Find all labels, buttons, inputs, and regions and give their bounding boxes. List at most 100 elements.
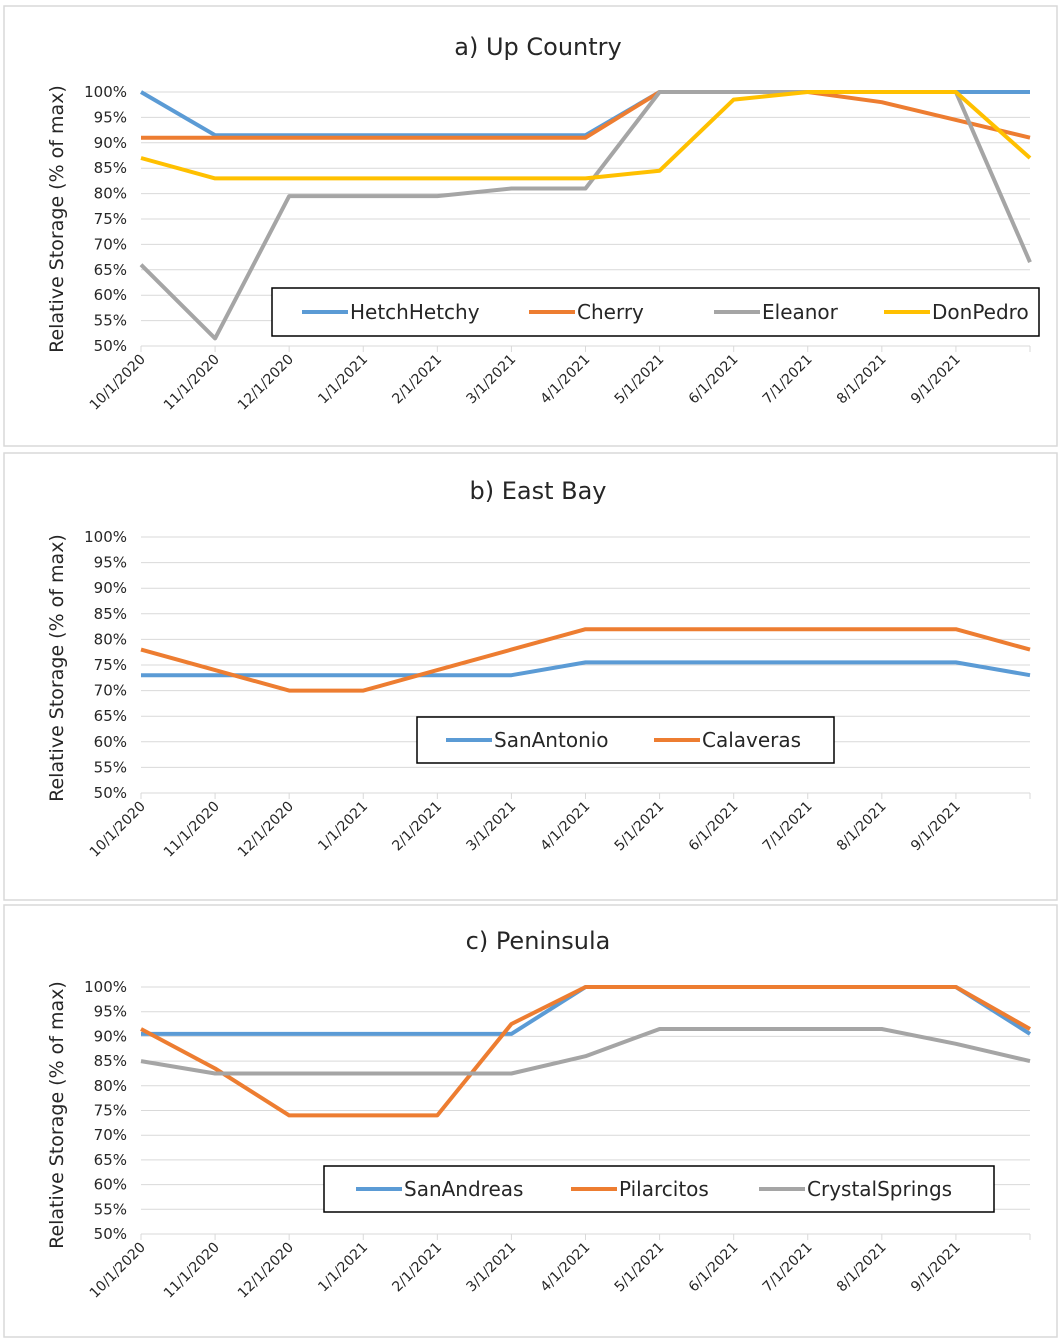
y-tick-label: 65% [94, 707, 127, 725]
panel-peninsula: c) Peninsula Relative Storage (% of max)… [3, 904, 1058, 1338]
legend: HetchHetchy Cherry Eleanor DonPedro [271, 287, 1040, 337]
y-tick-label: 100% [84, 83, 127, 101]
x-tick-label: 2/1/2021 [389, 352, 445, 408]
x-tick-label: 8/1/2021 [834, 799, 890, 855]
panel-east-bay: b) East Bay Relative Storage (% of max) … [3, 452, 1058, 901]
x-tick-label: 3/1/2021 [463, 799, 519, 855]
series-line-pilarcitos [140, 985, 1031, 1118]
y-axis-label: Relative Storage (% of max) [46, 85, 68, 353]
y-tick-label: 65% [94, 261, 127, 279]
x-tick-label: 2/1/2021 [389, 1240, 445, 1296]
y-tick-label: 75% [94, 210, 127, 228]
y-tick-label: 70% [94, 235, 127, 253]
legend-label: Eleanor [762, 300, 839, 324]
y-tick-label: 100% [84, 528, 127, 546]
x-tick-label: 6/1/2021 [686, 1240, 742, 1296]
y-tick-label: 60% [94, 286, 127, 304]
y-tick-label: 90% [94, 579, 127, 597]
x-tick-label: 2/1/2021 [389, 799, 445, 855]
chart-title: c) Peninsula [466, 927, 611, 955]
y-tick-label: 50% [94, 337, 127, 355]
legend: SanAntonio Calaveras [416, 716, 835, 764]
y-tick-label: 95% [94, 108, 127, 126]
legend-entry-donpedro: DonPedro [884, 300, 1029, 324]
series-lines [140, 627, 1031, 693]
x-tick-label: 5/1/2021 [612, 799, 668, 855]
series-line-calaveras [140, 627, 1031, 693]
legend-label: Pilarcitos [619, 1177, 709, 1201]
y-tick-label: 55% [94, 1200, 127, 1218]
legend-entry-sanandreas: SanAndreas [356, 1177, 523, 1201]
x-tick-label: 10/1/2020 [87, 1240, 149, 1302]
y-tick-label: 60% [94, 733, 127, 751]
y-tick-label: 75% [94, 656, 127, 674]
y-tick-label: 80% [94, 630, 127, 648]
y-tick-label: 75% [94, 1102, 127, 1120]
legend-label: Cherry [577, 300, 644, 324]
legend-items: SanAntonio Calaveras [446, 728, 801, 752]
series-lines [139, 90, 1032, 341]
x-tick-label: 6/1/2021 [686, 352, 742, 408]
legend-entry-cherry: Cherry [529, 300, 644, 324]
legend-entry-calaveras: Calaveras [654, 728, 801, 752]
x-tick-label: 1/1/2021 [315, 352, 371, 408]
y-tick-label: 50% [94, 1225, 127, 1243]
y-axis-label: Relative Storage (% of max) [46, 981, 68, 1249]
y-tick-label: 70% [94, 682, 127, 700]
series-line-crystalsprings [140, 1027, 1031, 1076]
x-tick-label: 8/1/2021 [834, 352, 890, 408]
series-line-sanantonio [141, 660, 1031, 678]
legend-label: Calaveras [702, 728, 801, 752]
panel-border [3, 5, 1058, 447]
x-tick-label: 11/1/2020 [161, 1240, 223, 1302]
legend-entry-eleanor: Eleanor [714, 300, 839, 324]
legend-label: CrystalSprings [807, 1177, 952, 1201]
x-tick-label: 10/1/2020 [87, 799, 149, 861]
series-line-sanandreas [141, 985, 1032, 1036]
panel-border [3, 904, 1058, 1338]
legend-items: HetchHetchy Cherry Eleanor DonPedro [302, 300, 1029, 324]
x-tick-label: 8/1/2021 [834, 1240, 890, 1296]
x-tick-label: 3/1/2021 [463, 352, 519, 408]
x-tick-label: 11/1/2020 [161, 352, 223, 414]
y-tick-label: 100% [84, 978, 127, 996]
y-tick-label: 55% [94, 312, 127, 330]
x-tick-label: 4/1/2021 [538, 352, 594, 408]
series-line-hetchhetchy [139, 90, 1030, 138]
x-tick-label: 6/1/2021 [686, 799, 742, 855]
y-tick-label: 95% [94, 1003, 127, 1021]
x-ticks: 10/1/2020 11/1/2020 12/1/2020 1/1/2021 2/1/2… [87, 793, 1031, 861]
chart-title: a) Up Country [454, 33, 621, 61]
y-tick-label: 80% [94, 1077, 127, 1095]
x-ticks: 10/1/2020 11/1/2020 12/1/2020 1/1/2021 2/1/2… [87, 346, 1031, 414]
y-tick-label: 70% [94, 1126, 127, 1144]
y-ticks: 50% 55% 60% 65% 70% 75% 80% 85% 90% 95% 100% [84, 978, 127, 1243]
x-tick-label: 3/1/2021 [463, 1240, 519, 1296]
y-tick-label: 65% [94, 1151, 127, 1169]
x-tick-label: 9/1/2021 [908, 352, 964, 408]
legend-entry-crystalsprings: CrystalSprings [759, 1177, 952, 1201]
series-lines [140, 985, 1032, 1118]
chart-title: b) East Bay [469, 477, 606, 505]
y-tick-label: 90% [94, 134, 127, 152]
x-tick-label: 4/1/2021 [538, 799, 594, 855]
panel-border [3, 452, 1058, 901]
x-tick-label: 5/1/2021 [612, 1240, 668, 1296]
x-tick-label: 7/1/2021 [760, 799, 816, 855]
panel-up-country: a) Up Country Relative Storage (% of max… [3, 5, 1058, 447]
x-tick-label: 7/1/2021 [760, 352, 816, 408]
legend-entry-hetchhetchy: HetchHetchy [302, 300, 480, 324]
legend-box [323, 1165, 995, 1213]
legend: SanAndreas Pilarcitos CrystalSprings [323, 1165, 995, 1213]
y-tick-label: 60% [94, 1176, 127, 1194]
x-tick-label: 9/1/2021 [908, 799, 964, 855]
x-tick-label: 10/1/2020 [87, 352, 149, 414]
y-tick-label: 55% [94, 758, 127, 776]
series-line-cherry [141, 90, 1031, 140]
x-ticks: 10/1/2020 11/1/2020 12/1/2020 1/1/2021 2/1/2… [87, 1234, 1031, 1302]
legend-items: SanAndreas Pilarcitos CrystalSprings [356, 1177, 952, 1201]
x-tick-label: 4/1/2021 [538, 1240, 594, 1296]
y-tick-label: 85% [94, 159, 127, 177]
y-tick-label: 50% [94, 784, 127, 802]
y-tick-label: 80% [94, 185, 127, 203]
